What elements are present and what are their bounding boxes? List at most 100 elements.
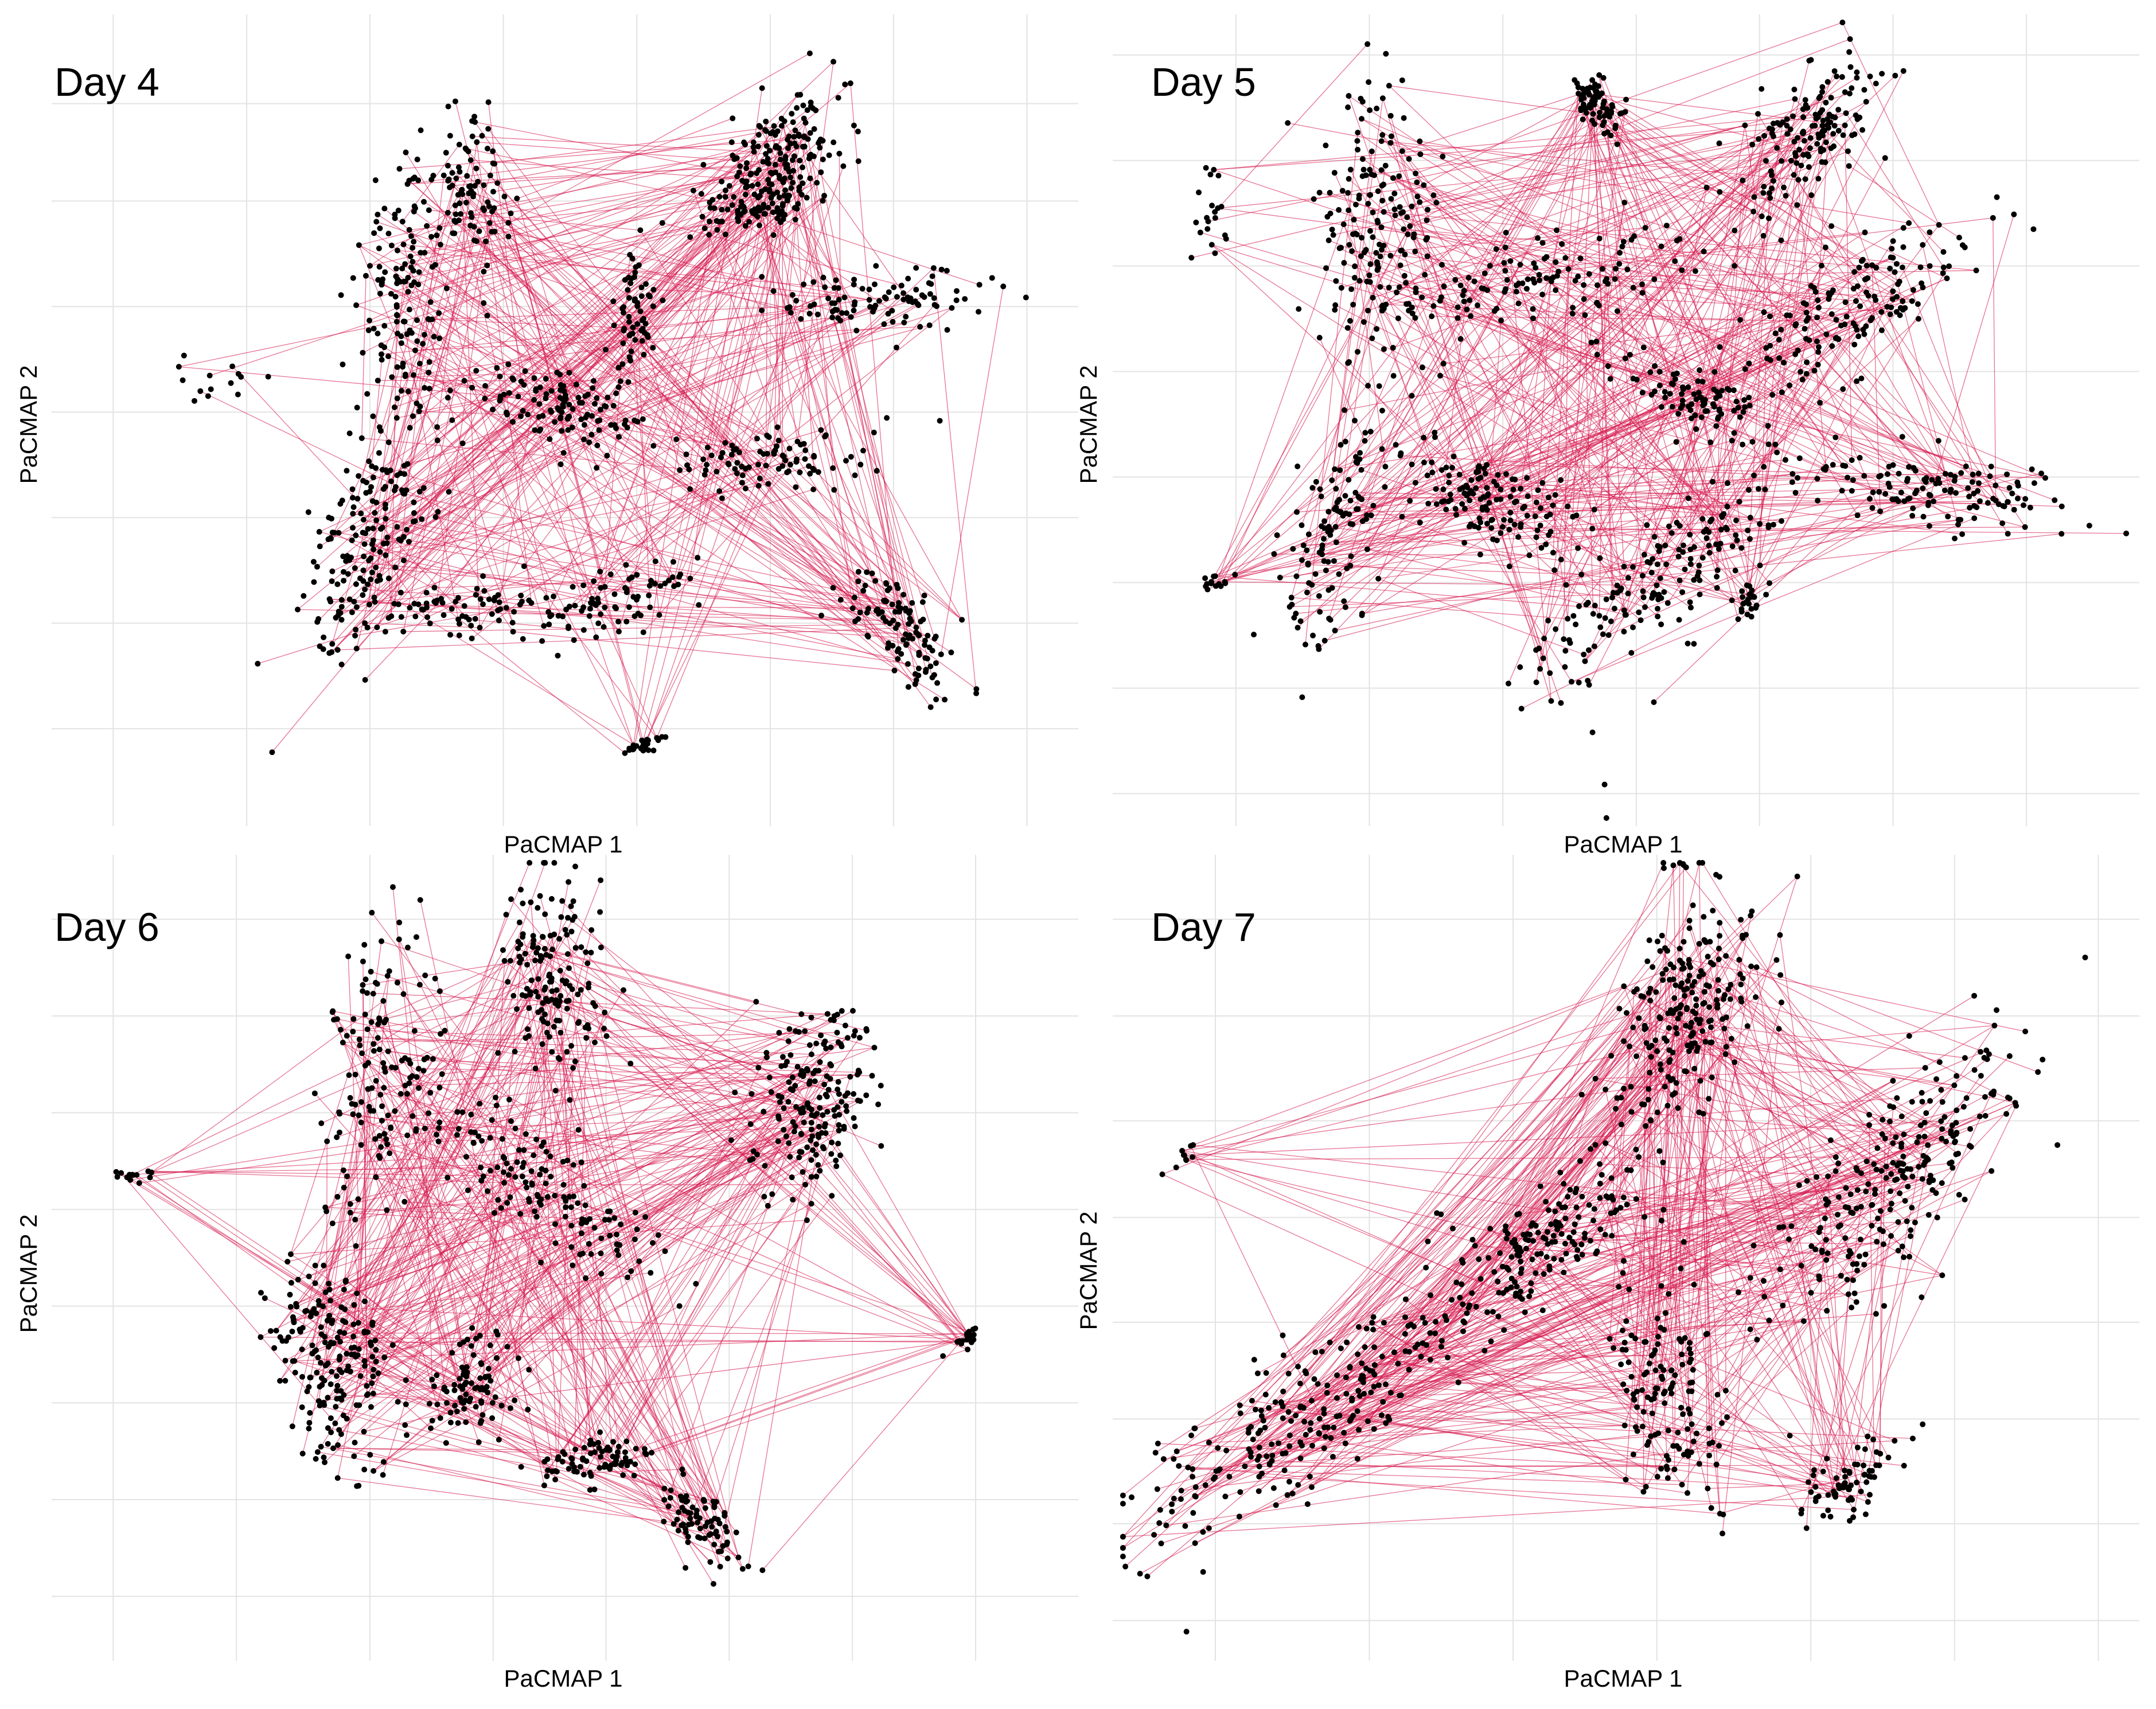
link-edge — [1464, 508, 1572, 682]
data-point — [484, 145, 490, 151]
data-point — [937, 418, 943, 424]
link-edge — [344, 1332, 967, 1334]
link-edge — [1338, 246, 1623, 575]
data-point — [1596, 110, 1603, 116]
data-point — [1367, 429, 1374, 435]
link-edge — [1382, 112, 1612, 307]
data-point — [336, 530, 342, 536]
data-point — [1531, 279, 1538, 286]
data-point — [489, 611, 495, 617]
data-point — [1886, 484, 1893, 490]
data-point — [603, 347, 609, 353]
data-point — [629, 255, 636, 262]
data-point — [505, 220, 512, 226]
data-point — [1742, 599, 1749, 606]
data-point — [1662, 394, 1668, 400]
data-point — [422, 1126, 428, 1132]
link-edge — [296, 991, 536, 1307]
data-point — [1685, 640, 1691, 647]
data-point — [575, 395, 582, 401]
link-edge — [1593, 87, 1898, 285]
data-point — [588, 927, 595, 933]
data-point — [827, 1061, 833, 1067]
data-point — [398, 388, 404, 394]
data-point — [894, 648, 900, 655]
link-edge — [1589, 71, 1904, 685]
data-point — [631, 613, 638, 620]
data-point — [1601, 98, 1607, 104]
data-point — [1370, 209, 1376, 216]
data-point — [314, 563, 320, 570]
data-point — [595, 620, 602, 626]
data-point — [1929, 477, 1935, 483]
data-point — [403, 149, 409, 155]
data-point — [1359, 612, 1365, 618]
data-point — [1336, 571, 1342, 577]
data-point — [428, 177, 435, 183]
data-point — [778, 123, 785, 129]
data-point — [1869, 315, 1876, 321]
data-point — [1596, 72, 1603, 78]
data-point — [1457, 336, 1464, 342]
data-point — [641, 352, 647, 358]
data-point — [1399, 77, 1405, 83]
data-point — [1212, 583, 1219, 589]
data-point — [1703, 535, 1710, 542]
data-point — [1796, 455, 1803, 461]
data-point — [621, 987, 627, 993]
data-point — [1763, 345, 1769, 351]
data-point — [1460, 292, 1466, 298]
data-point — [814, 180, 820, 186]
data-point — [739, 472, 746, 478]
data-point — [779, 203, 786, 209]
data-point — [798, 1131, 804, 1137]
data-point — [1421, 182, 1427, 188]
data-point — [533, 1136, 540, 1143]
data-point — [1596, 235, 1603, 242]
data-point — [461, 603, 467, 609]
data-point — [1338, 509, 1344, 515]
data-point — [1946, 263, 1952, 270]
data-point — [592, 1040, 598, 1046]
data-point — [416, 1085, 422, 1091]
data-point — [1944, 275, 1950, 282]
data-point — [363, 479, 369, 485]
data-point — [872, 578, 879, 584]
data-point — [344, 1173, 350, 1179]
data-point — [520, 636, 526, 642]
data-point — [326, 1286, 333, 1293]
data-point — [1386, 285, 1392, 291]
link-edge — [1594, 361, 1807, 510]
data-point — [290, 1317, 297, 1323]
link-edge — [354, 580, 669, 636]
data-point — [326, 1313, 333, 1319]
data-point — [1803, 371, 1810, 377]
data-point — [472, 119, 478, 125]
data-point — [514, 195, 520, 201]
data-point — [344, 468, 350, 474]
data-point — [582, 1202, 588, 1208]
data-point — [436, 1084, 443, 1091]
data-point — [594, 442, 601, 449]
data-point — [782, 157, 789, 163]
link-edge — [372, 1356, 739, 1558]
data-point — [525, 411, 531, 418]
data-point — [927, 663, 934, 669]
data-point — [659, 734, 665, 740]
data-point — [1847, 36, 1853, 42]
data-point — [485, 126, 492, 132]
data-point — [364, 1026, 371, 1033]
data-point — [1417, 138, 1423, 145]
data-point — [315, 1354, 321, 1361]
data-point — [373, 1358, 379, 1365]
data-point — [357, 1373, 364, 1379]
data-point — [588, 949, 594, 956]
data-point — [797, 1149, 803, 1155]
data-point — [235, 391, 241, 398]
data-point — [1300, 542, 1307, 548]
link-edge — [513, 631, 895, 671]
data-point — [521, 1159, 527, 1166]
data-point — [385, 231, 392, 237]
data-point — [316, 529, 322, 535]
data-point — [447, 1410, 454, 1416]
